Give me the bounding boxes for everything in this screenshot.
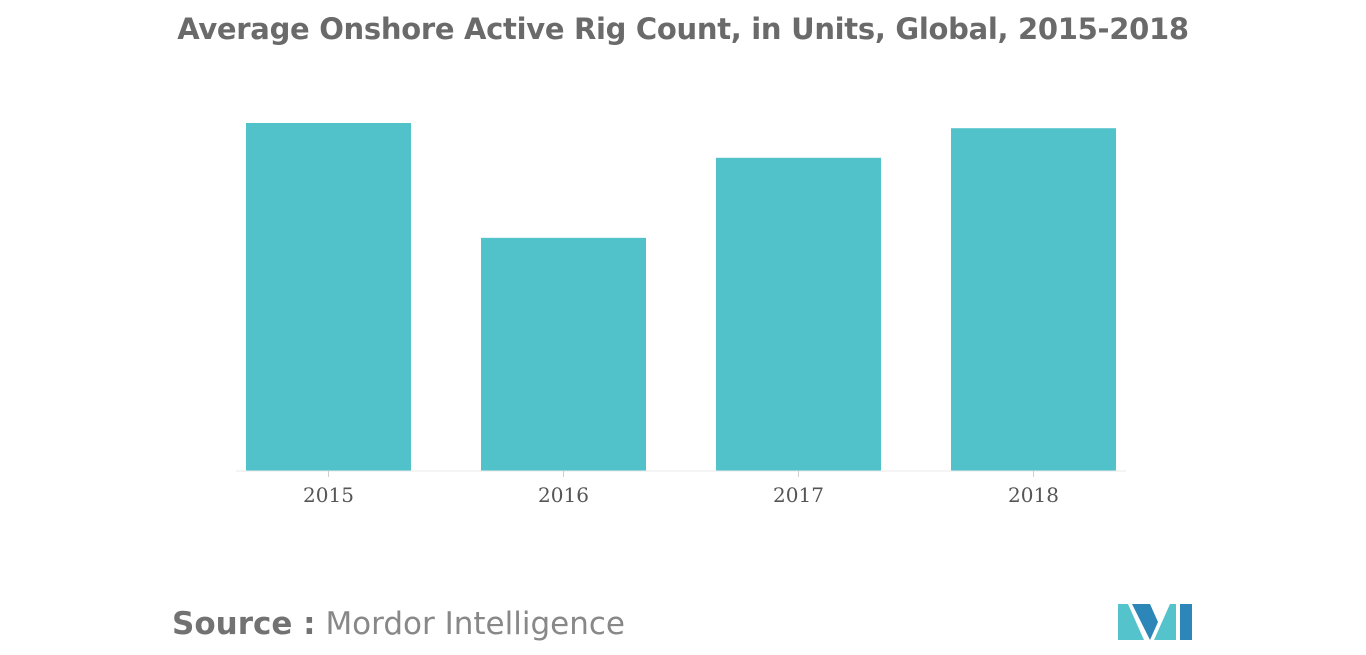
- chart-title: Average Onshore Active Rig Count, in Uni…: [177, 12, 1189, 46]
- source-name: Mordor Intelligence: [325, 606, 625, 642]
- bar-2015: [246, 123, 411, 471]
- x-tick-label-2016: 2016: [538, 483, 589, 507]
- x-tick-label-2015: 2015: [303, 483, 354, 507]
- bar-2018: [951, 128, 1116, 471]
- source-credit: Source : Mordor Intelligence: [172, 606, 625, 642]
- x-tick-label-2018: 2018: [1008, 483, 1059, 507]
- x-tick-label-2017: 2017: [773, 483, 824, 507]
- source-label: Source :: [172, 606, 316, 642]
- x-axis-ticks: 2015 2016 2017 2018: [303, 471, 1059, 507]
- mordor-intelligence-logo-icon: [1118, 604, 1192, 640]
- bar-chart: 2015 2016 2017 2018: [236, 123, 1126, 507]
- bar-2016: [481, 237, 646, 471]
- bar-group: [246, 123, 1116, 472]
- bar-2017: [716, 157, 881, 472]
